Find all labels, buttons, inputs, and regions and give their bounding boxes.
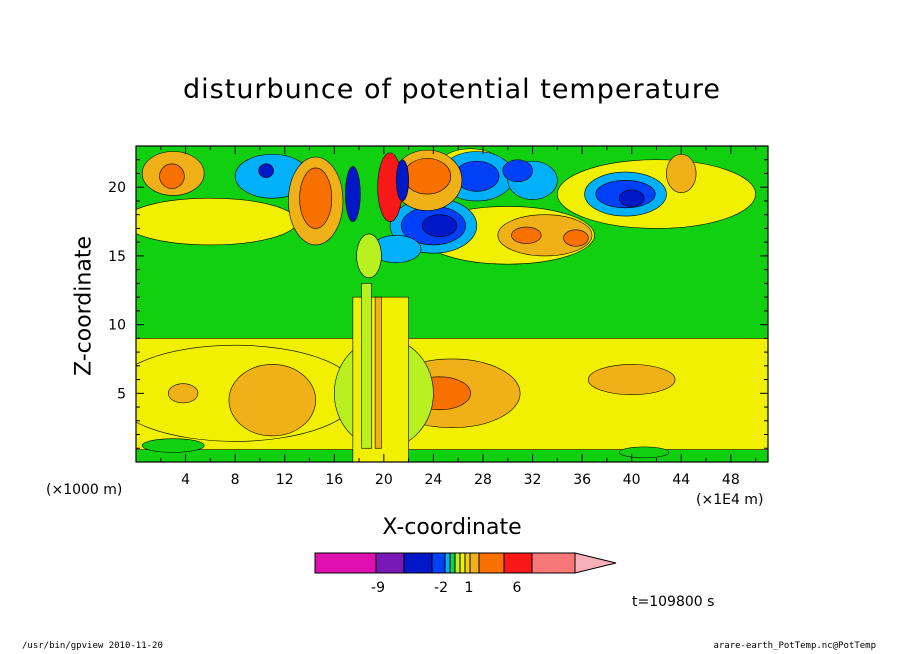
colorbar-segment	[314, 552, 377, 574]
y-tick-label: 5	[117, 386, 126, 402]
x-tick-label: 28	[474, 472, 492, 488]
cold-core-right	[618, 189, 645, 207]
colorbar-segment	[503, 552, 533, 574]
colorbar-label: 1	[465, 580, 474, 596]
x-axis-ticks: 4 8 12 16 20 24 28 32 36 40 44 48	[160, 146, 757, 488]
x-tick-label: 20	[375, 472, 393, 488]
x-tick-label: 40	[623, 472, 641, 488]
plume-stripe-a	[361, 283, 372, 449]
colorbar-segment	[459, 552, 466, 574]
colorbar-segment	[478, 552, 505, 574]
colorbar-segment	[449, 552, 456, 574]
colorbar-segment	[375, 552, 405, 574]
warm-patch-upper	[497, 214, 593, 257]
plume-stripe-b	[374, 296, 382, 449]
colorbar-segment	[403, 552, 433, 574]
colorbar-segment	[444, 552, 451, 574]
x-tick-label: 16	[325, 472, 343, 488]
x-axis-unit-left: (×1000 m)	[46, 482, 123, 498]
y-axis-ticks: 5 10 15 20	[108, 159, 768, 449]
x-tick-label: 44	[672, 472, 690, 488]
plume-warm-left-core	[299, 167, 333, 229]
x-tick-label: 12	[276, 472, 294, 488]
x-tick-label: 24	[424, 472, 442, 488]
colorbar-label: -9	[371, 580, 385, 596]
x-tick-label: 48	[722, 472, 740, 488]
x-axis-unit-right: (×1E4 m)	[696, 492, 764, 508]
upper-warm-left	[136, 197, 298, 246]
warm-core-upper-a	[511, 226, 542, 244]
footer-command: /usr/bin/gpview 2010-11-20	[22, 641, 163, 651]
x-tick-label: 36	[573, 472, 591, 488]
colorbar-segment	[531, 552, 576, 574]
colorbar-label: -2	[434, 580, 448, 596]
warm-core-upper-b	[563, 229, 589, 247]
cold-core-center	[421, 214, 458, 237]
plume-cold-streak-a	[345, 166, 361, 222]
ground-green-left	[141, 438, 205, 453]
colorbar-segment	[464, 552, 471, 574]
warm-spot-far-left	[167, 383, 199, 404]
warm-core-top-left	[159, 163, 185, 189]
colorbar: -9 -2 1 6	[314, 552, 617, 596]
y-axis-label: Z-coordinate	[71, 236, 97, 376]
heatmap-field	[136, 146, 768, 462]
x-tick-label: 4	[181, 472, 190, 488]
cold-core-left	[258, 163, 274, 178]
colorbar-arrow	[574, 552, 617, 574]
x-tick-label: 32	[524, 472, 542, 488]
chart-title: disturbunce of potential temperature	[183, 74, 721, 105]
time-label: t=109800 s	[632, 594, 715, 610]
colorbar-segment	[454, 552, 461, 574]
y-tick-label: 10	[108, 318, 126, 334]
colorbar-label: 6	[513, 580, 522, 596]
colorbar-segment	[431, 552, 446, 574]
cold-patch-top-d	[502, 159, 533, 183]
plot-frame	[135, 145, 769, 463]
x-tick-label: 8	[231, 472, 240, 488]
plume-neck	[356, 233, 382, 279]
warm-patch-top-right	[666, 153, 697, 194]
warm-patch-left	[228, 364, 316, 437]
y-tick-label: 20	[108, 180, 126, 196]
footer-filename: arare-earth_PotTemp.nc@PotTemp	[713, 641, 876, 651]
plume-cold-streak-b	[395, 159, 409, 202]
x-axis-label: X-coordinate	[382, 515, 522, 540]
ground-green-right	[618, 446, 670, 459]
colorbar-segment	[469, 552, 480, 574]
y-tick-label: 15	[108, 249, 126, 265]
warm-patch-right	[588, 364, 676, 395]
plume-warm-right-core	[403, 158, 452, 195]
